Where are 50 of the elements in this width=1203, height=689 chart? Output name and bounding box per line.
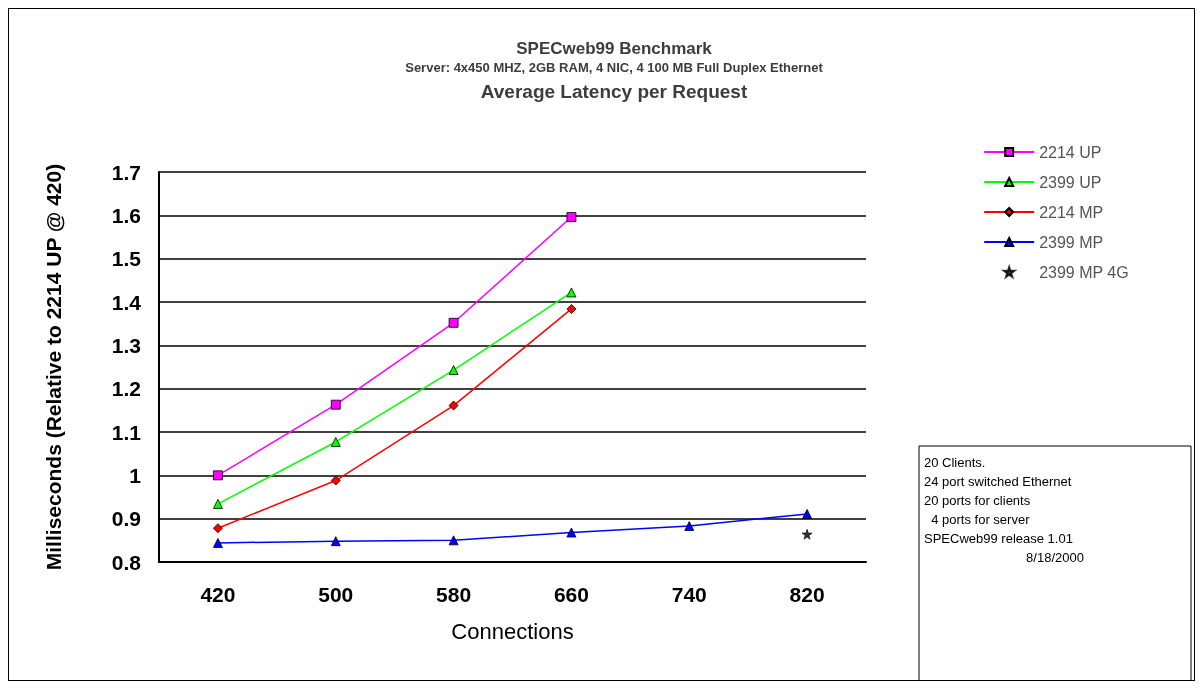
point [213, 470, 223, 481]
x-tick-label: 580 [436, 583, 472, 606]
legend-label: 2399 MP [1039, 233, 1104, 251]
legend-label: 2214 UP [1039, 143, 1102, 161]
point [330, 536, 341, 547]
point [330, 475, 341, 486]
point [448, 535, 459, 546]
text: 20 ports for clients [924, 493, 1031, 508]
text: 4 ports for server [924, 512, 1031, 527]
y-tick-label: 1.1 [111, 420, 142, 444]
x-axis-title: Connections [451, 618, 574, 644]
chart-subtitle: Server: 4x450 MHZ, 2GB RAM, 4 NIC, 4 100 MB Full Duplex Ethernet Average Latency per Request [405, 60, 824, 102]
point [566, 212, 577, 222]
point [330, 437, 341, 447]
y-tick-label: 1.2 [111, 377, 141, 401]
point [448, 317, 459, 328]
x-tick-label: 740 [671, 583, 707, 606]
y-tick-label: 1.4 [111, 290, 142, 314]
text: SPECweb99 release 1.01 [924, 531, 1073, 546]
y-tick-label: 1.5 [111, 247, 142, 271]
y-tick-label: 1 [129, 463, 142, 487]
point [566, 287, 577, 298]
text: 24 port switched Ethernet [924, 474, 1072, 489]
x-tick-label: 820 [789, 583, 825, 606]
legend-label: 2214 MP [1039, 203, 1104, 221]
chart-title: SPECweb99 Benchmark [516, 39, 713, 58]
y-tick-label: 0.8 [111, 550, 142, 574]
point [566, 527, 577, 538]
point [448, 365, 459, 375]
point [213, 499, 223, 509]
point [684, 521, 695, 531]
point [566, 304, 577, 314]
legend-label: 2399 UP [1039, 173, 1102, 191]
x-tick-label: 420 [200, 583, 236, 606]
y-tick-label: 0.9 [111, 507, 141, 531]
y-tick-label: 1.6 [111, 203, 141, 227]
text: 20 Clients. [924, 455, 986, 470]
y-tick-label: 1.3 [111, 333, 141, 357]
point [330, 399, 341, 410]
point [213, 538, 223, 548]
y-axis-title: Milliseconds (Relative to 2214 UP @ 420) [42, 163, 65, 571]
x-tick-label: 660 [553, 583, 589, 606]
point [213, 523, 223, 534]
x-tick-label: 500 [318, 583, 354, 606]
point [448, 400, 459, 411]
y-tick-label: 1.7 [111, 160, 141, 184]
point [801, 528, 813, 540]
text: 8/18/2000 [1026, 550, 1084, 565]
legend-label: 2399 MP 4G [1039, 263, 1129, 281]
point [802, 509, 812, 519]
